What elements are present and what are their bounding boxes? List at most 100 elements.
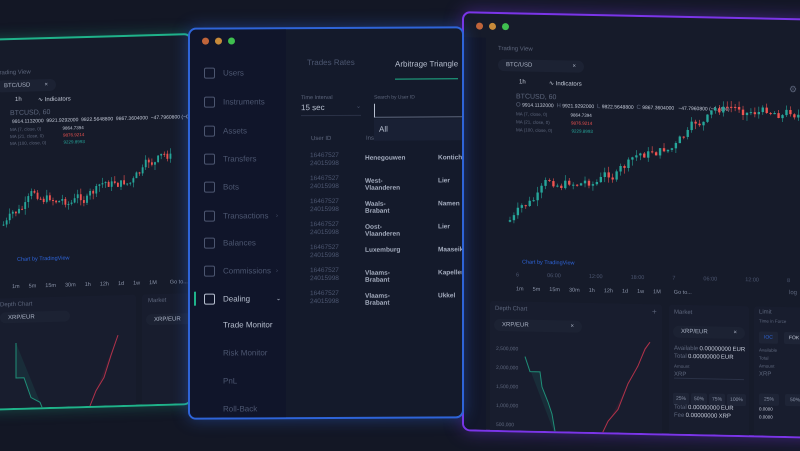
interval-1m[interactable]: 1m [12, 283, 20, 291]
amount-input[interactable]: XRP [759, 371, 772, 378]
pct-50-button[interactable]: 50% [785, 393, 800, 407]
chevron-right-icon: › [276, 267, 278, 274]
candle [647, 147, 650, 162]
symbol-search[interactable]: BTC/USD × [0, 78, 56, 93]
interval-1M[interactable]: 1M [149, 280, 157, 287]
column-user-id[interactable]: User ID [311, 135, 332, 143]
market-pair-input[interactable]: XRP/EUR × [673, 325, 745, 340]
fok-button[interactable]: FOK [783, 331, 800, 345]
candle [643, 151, 646, 158]
tradingview-attribution[interactable]: Chart by TradingView [17, 255, 70, 263]
candle [666, 149, 670, 154]
interval-30m[interactable]: 30m [64, 282, 76, 289]
interval-15m[interactable]: 15m [45, 282, 56, 290]
indicators-button[interactable]: ∿ Indicators [38, 95, 71, 103]
close-dot[interactable] [202, 37, 209, 45]
candle [8, 208, 11, 224]
interval-1w[interactable]: 1w [637, 288, 645, 296]
pct-100-button[interactable]: 100% [727, 393, 746, 407]
interval-30m[interactable]: 30m [568, 287, 580, 294]
candle [532, 197, 535, 202]
timeframe-button[interactable]: 1h [15, 96, 22, 103]
candle [21, 205, 24, 211]
candle [765, 103, 768, 114]
pct-50-button[interactable]: 50% [691, 393, 708, 406]
goto-button[interactable]: Go to... [673, 289, 692, 297]
tradingview-attribution[interactable]: Chart by TradingView [522, 259, 575, 267]
interval-12h[interactable]: 12h [603, 288, 613, 295]
sidebar-item-instruments[interactable]: Instruments [204, 96, 265, 108]
depth-chart [15, 334, 119, 411]
candlestick-chart[interactable] [508, 94, 800, 281]
interval-1m[interactable]: 1m [516, 286, 524, 293]
interval-5m[interactable]: 5m [532, 286, 541, 293]
clear-icon[interactable]: × [44, 82, 48, 89]
log-toggle[interactable]: log [789, 290, 798, 297]
interval-1d[interactable]: 1d [118, 280, 125, 288]
sidebar-subitem-risk-monitor[interactable]: Risk Monitor [223, 348, 268, 358]
instrument-cell: Waals-Brabant [365, 200, 390, 215]
sidebar-item-assets[interactable]: Assets [204, 125, 247, 137]
market-pair-input[interactable]: XRP/EUR [146, 312, 192, 326]
total-row: Total 0.00000000 EUR [674, 353, 734, 361]
candle [686, 127, 689, 140]
candle [627, 157, 630, 172]
timeframe-button[interactable]: 1h [519, 79, 526, 86]
candle [135, 171, 138, 179]
interval-1d[interactable]: 1d [622, 288, 629, 295]
sidebar-item-commissions[interactable]: Commissions › [204, 265, 278, 277]
sidebar-item-users[interactable]: Users [204, 67, 244, 79]
sidebar-subitem-pnl[interactable]: PnL [223, 376, 238, 386]
candle [138, 171, 141, 176]
dropdown-option-all[interactable]: All [374, 118, 464, 141]
percent-buttons: 25% 50% 75% 100% [673, 387, 748, 407]
time-interval-select[interactable]: 15 sec ⌄ [301, 102, 361, 117]
candlestick-chart[interactable] [2, 145, 192, 260]
candle [599, 172, 603, 183]
settings-icon[interactable]: ⚙ [789, 84, 798, 95]
interval-1h[interactable]: 1h [84, 281, 91, 289]
monitor-icon [204, 293, 215, 305]
goto-button[interactable]: Go to... [169, 279, 188, 286]
pct-75-button[interactable]: 75% [709, 393, 726, 406]
ioc-button[interactable]: IOC [759, 331, 778, 344]
candle [639, 152, 642, 161]
candle [635, 150, 638, 161]
minimize-dot[interactable] [215, 37, 222, 45]
candle [575, 183, 579, 187]
symbol-search[interactable]: BTC/USD × [498, 58, 584, 73]
sidebar-item-bots[interactable]: Bots [204, 181, 239, 193]
clear-icon[interactable]: × [572, 63, 576, 70]
limit-title: Limit [759, 309, 772, 316]
interval-15m[interactable]: 15m [549, 287, 560, 294]
sidebar-item-label: Balances [223, 238, 256, 248]
sidebar-item-transfers[interactable]: Transfers [204, 153, 257, 165]
interval-12h[interactable]: 12h [99, 281, 109, 288]
maximize-dot[interactable] [228, 37, 235, 45]
maximize-dot[interactable] [502, 23, 509, 31]
amount-input[interactable]: XRP [674, 371, 744, 381]
tab-arbitrage-triangle[interactable]: Arbitrage Triangle [395, 59, 459, 80]
sidebar-subitem-trade-monitor[interactable]: Trade Monitor [223, 320, 273, 330]
pct-25-button[interactable]: 25% [673, 392, 690, 405]
interval-1M[interactable]: 1M [653, 289, 661, 296]
candle [14, 211, 17, 217]
sidebar-subitem-roll-back[interactable]: Roll-Back [223, 404, 258, 414]
trades-cell: Lier [438, 177, 450, 185]
close-dot[interactable] [476, 22, 483, 30]
interval-1w[interactable]: 1w [133, 280, 141, 287]
indicators-button[interactable]: ∿ Indicators [549, 80, 582, 88]
minimize-dot[interactable] [489, 22, 496, 30]
interval-5m[interactable]: 5m [28, 283, 37, 290]
time-tick: 18:00 [630, 274, 645, 282]
sidebar-item-balances[interactable]: Balances [204, 237, 256, 249]
sidebar-item-dealing[interactable]: Dealing ⌄ [204, 293, 281, 305]
sidebar-item-transactions[interactable]: Transactions › [204, 210, 278, 222]
candle [144, 155, 147, 170]
candle [662, 143, 666, 153]
search-user-id-input[interactable] [374, 103, 464, 118]
tab-trades-rates[interactable]: Trades Rates [307, 57, 355, 68]
interval-1h[interactable]: 1h [588, 287, 595, 295]
pct-25-button[interactable]: 25% [759, 393, 780, 406]
candle [773, 111, 776, 115]
